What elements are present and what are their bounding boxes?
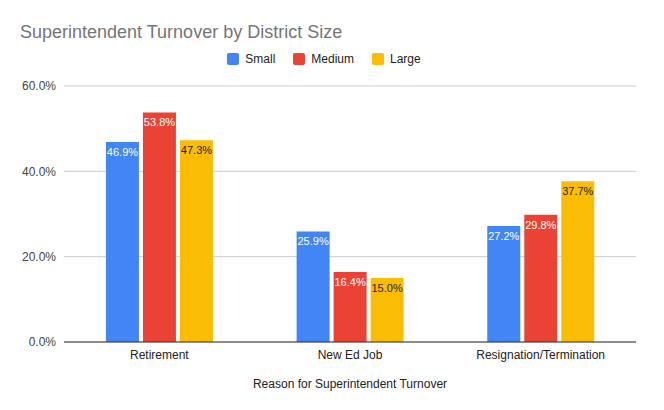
html-text:Superintendent Turnover by Dis: Superintendent Turnover by District Size [20,22,343,42]
svg-text:40.0%: 40.0% [22,165,56,179]
svg-text:25.9%: 25.9% [298,235,329,247]
svg-text:15.0%: 15.0% [372,282,403,294]
svg-text:47.3%: 47.3% [181,144,212,156]
html-text:Medium: Medium [311,52,354,66]
svg-text:New Ed Job: New Ed Job [318,348,383,362]
svg-text:20.0%: 20.0% [22,250,56,264]
svg-text:29.8%: 29.8% [525,219,556,231]
svg-text:37.7%: 37.7% [562,185,593,197]
svg-text:Reason for Superintendent Turn: Reason for Superintendent Turnover [253,377,447,391]
html-text:Large: Large [390,52,421,66]
svg-text:27.2%: 27.2% [488,230,519,242]
svg-text:60.0%: 60.0% [22,79,56,93]
svg-text:53.8%: 53.8% [144,116,175,128]
svg-text:46.9%: 46.9% [107,146,138,158]
svg-text:Retirement: Retirement [130,348,189,362]
svg-text:0.0%: 0.0% [29,335,57,349]
svg-text:Resignation/Termination: Resignation/Termination [476,348,605,362]
html-text:Small: Small [245,52,276,66]
svg-text:16.4%: 16.4% [335,276,366,288]
